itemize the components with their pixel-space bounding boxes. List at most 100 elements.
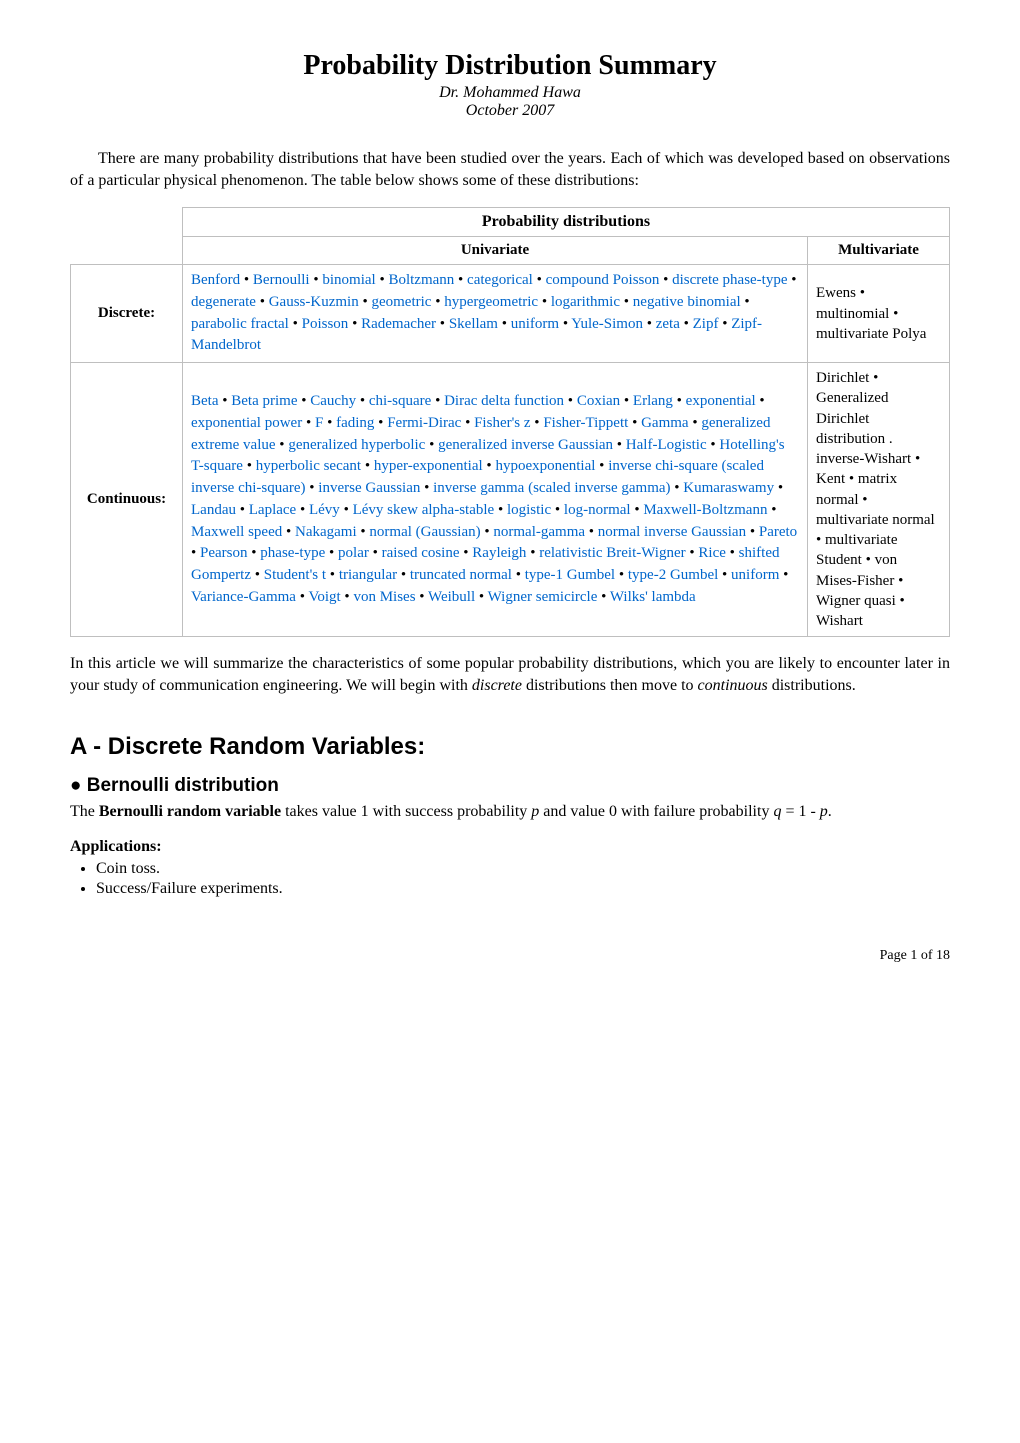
distribution-link[interactable]: Nakagami [295,524,357,540]
distribution-link[interactable]: inverse gamma (scaled inverse gamma) [433,480,670,496]
distribution-link[interactable]: Gauss-Kuzmin [269,294,359,310]
distribution-link[interactable]: Skellam [449,316,498,332]
section-a-heading: A - Discrete Random Variables: [70,733,950,761]
distribution-link[interactable]: normal (Gaussian) [369,524,480,540]
distribution-link[interactable]: generalized hyperbolic [288,437,425,453]
discrete-multivariate-cell: Ewens • multinomial • multivariate Polya [808,265,950,363]
bernoulli-bold: Bernoulli random variable [99,803,281,820]
distribution-link[interactable]: Lévy skew alpha-stable [353,502,495,518]
distribution-link[interactable]: phase-type [260,545,325,561]
distribution-link[interactable]: binomial [322,272,375,288]
distribution-link[interactable]: Zipf [693,316,719,332]
distribution-link[interactable]: hyper-exponential [374,458,483,474]
distribution-link[interactable]: F [315,415,323,431]
date-line: October 2007 [70,102,950,120]
distribution-link[interactable]: logarithmic [551,294,620,310]
distribution-link[interactable]: Wigner semicircle [488,589,598,605]
distribution-link[interactable]: exponential [686,393,756,409]
distribution-link[interactable]: Cauchy [310,393,356,409]
distribution-link[interactable]: fading [336,415,374,431]
distribution-link[interactable]: Voigt [308,589,340,605]
distribution-link[interactable]: hypoexponential [495,458,595,474]
distribution-link[interactable]: degenerate [191,294,256,310]
distribution-link[interactable]: zeta [656,316,680,332]
distribution-link[interactable]: Maxwell-Boltzmann [643,502,767,518]
list-item: Success/Failure experiments. [96,880,950,898]
distribution-link[interactable]: Weibull [428,589,475,605]
distribution-link[interactable]: raised cosine [382,545,460,561]
posttable-em1: discrete [472,677,522,694]
distribution-link[interactable]: type-1 Gumbel [525,567,615,583]
distribution-link[interactable]: truncated normal [410,567,512,583]
distribution-link[interactable]: Fisher's z [474,415,530,431]
distribution-link[interactable]: Erlang [633,393,673,409]
distribution-link[interactable]: Rayleigh [472,545,526,561]
distribution-link[interactable]: discrete phase-type [672,272,787,288]
distribution-link[interactable]: von Mises [353,589,415,605]
bernoulli-period: . [828,803,832,820]
posttable-post: distributions. [768,677,856,694]
distribution-link[interactable]: Dirac delta function [444,393,564,409]
distribution-link[interactable]: compound Poisson [546,272,660,288]
distribution-link[interactable]: Gamma [641,415,688,431]
distribution-link[interactable]: Maxwell speed [191,524,282,540]
distribution-link[interactable]: hypergeometric [444,294,538,310]
distribution-link[interactable]: Laplace [249,502,296,518]
posttable-mid: distributions then move to [522,677,698,694]
distribution-link[interactable]: Rice [698,545,726,561]
list-item: Coin toss. [96,860,950,878]
distribution-link[interactable]: Half-Logistic [626,437,707,453]
distribution-link[interactable]: Lévy [309,502,340,518]
distribution-link[interactable]: inverse Gaussian [318,480,420,496]
bernoulli-heading: ● Bernoulli distribution [70,775,950,797]
continuous-multivariate-cell: Dirichlet • Generalized Dirichlet distri… [808,363,950,637]
distribution-link[interactable]: exponential power [191,415,302,431]
distribution-link[interactable]: Variance-Gamma [191,589,296,605]
distribution-link[interactable]: generalized inverse Gaussian [438,437,613,453]
table-header-multivariate: Multivariate [808,237,950,265]
intro-paragraph: There are many probability distributions… [70,148,950,191]
distribution-link[interactable]: Boltzmann [388,272,454,288]
distribution-link[interactable]: logistic [507,502,551,518]
page-footer: Page 1 of 18 [70,948,950,964]
distribution-link[interactable]: Bernoulli [253,272,310,288]
distribution-link[interactable]: Pareto [759,524,797,540]
distribution-link[interactable]: uniform [731,567,779,583]
distribution-link[interactable]: geometric [371,294,431,310]
distribution-link[interactable]: polar [338,545,369,561]
distribution-link[interactable]: Rademacher [361,316,436,332]
distribution-link[interactable]: Student's t [264,567,326,583]
distribution-link[interactable]: Pearson [200,545,248,561]
posttable-em2: continuous [698,677,768,694]
distributions-table: Probability distributions Univariate Mul… [70,207,950,637]
distribution-link[interactable]: negative binomial [633,294,741,310]
distribution-link[interactable]: uniform [511,316,559,332]
bernoulli-p2: p [820,803,828,820]
bernoulli-mid2: and value 0 with failure probability [539,803,773,820]
distribution-link[interactable]: triangular [339,567,397,583]
distribution-link[interactable]: relativistic Breit-Wigner [539,545,685,561]
distribution-link[interactable]: Fisher-Tippett [543,415,628,431]
page-title: Probability Distribution Summary [70,50,950,82]
distribution-link[interactable]: parabolic fractal [191,316,289,332]
distribution-link[interactable]: Beta prime [231,393,297,409]
distribution-link[interactable]: categorical [467,272,533,288]
distribution-link[interactable]: Poisson [302,316,349,332]
discrete-univariate-cell: Benford • Bernoulli • binomial • Boltzma… [183,265,808,363]
row-label-continuous: Continuous: [71,363,183,637]
distribution-link[interactable]: log-normal [564,502,631,518]
distribution-link[interactable]: normal inverse Gaussian [598,524,746,540]
distribution-link[interactable]: Coxian [577,393,620,409]
distribution-link[interactable]: Kumaraswamy [683,480,774,496]
distribution-link[interactable]: Landau [191,502,236,518]
distribution-link[interactable]: Wilks' lambda [610,589,696,605]
distribution-link[interactable]: chi-square [369,393,431,409]
distribution-link[interactable]: Benford [191,272,240,288]
distribution-link[interactable]: Yule-Simon [571,316,643,332]
distribution-link[interactable]: hyperbolic secant [256,458,361,474]
distribution-link[interactable]: Fermi-Dirac [387,415,461,431]
distribution-link[interactable]: Beta [191,393,219,409]
distribution-link[interactable]: normal-gamma [493,524,585,540]
distribution-link[interactable]: type-2 Gumbel [628,567,718,583]
post-table-paragraph: In this article we will summarize the ch… [70,653,950,696]
